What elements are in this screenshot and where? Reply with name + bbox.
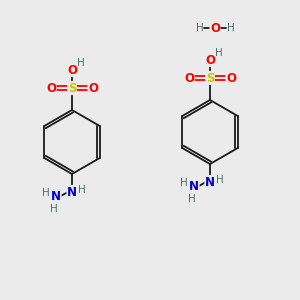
Text: H: H — [196, 23, 204, 33]
Text: S: S — [206, 71, 214, 85]
Text: O: O — [184, 71, 194, 85]
Text: H: H — [42, 188, 50, 198]
Text: O: O — [205, 53, 215, 67]
Text: S: S — [68, 82, 76, 94]
Text: H: H — [188, 194, 196, 204]
Text: H: H — [215, 48, 223, 58]
Text: N: N — [51, 190, 61, 203]
Text: O: O — [46, 82, 56, 94]
Text: H: H — [180, 178, 188, 188]
Text: N: N — [189, 181, 199, 194]
Text: O: O — [88, 82, 98, 94]
Text: O: O — [67, 64, 77, 76]
Text: H: H — [50, 204, 58, 214]
Text: O: O — [226, 71, 236, 85]
Text: O: O — [210, 22, 220, 34]
Text: H: H — [216, 175, 224, 185]
Text: H: H — [227, 23, 235, 33]
Text: H: H — [78, 185, 86, 195]
Text: H: H — [77, 58, 85, 68]
Text: N: N — [205, 176, 215, 188]
Text: N: N — [67, 185, 77, 199]
